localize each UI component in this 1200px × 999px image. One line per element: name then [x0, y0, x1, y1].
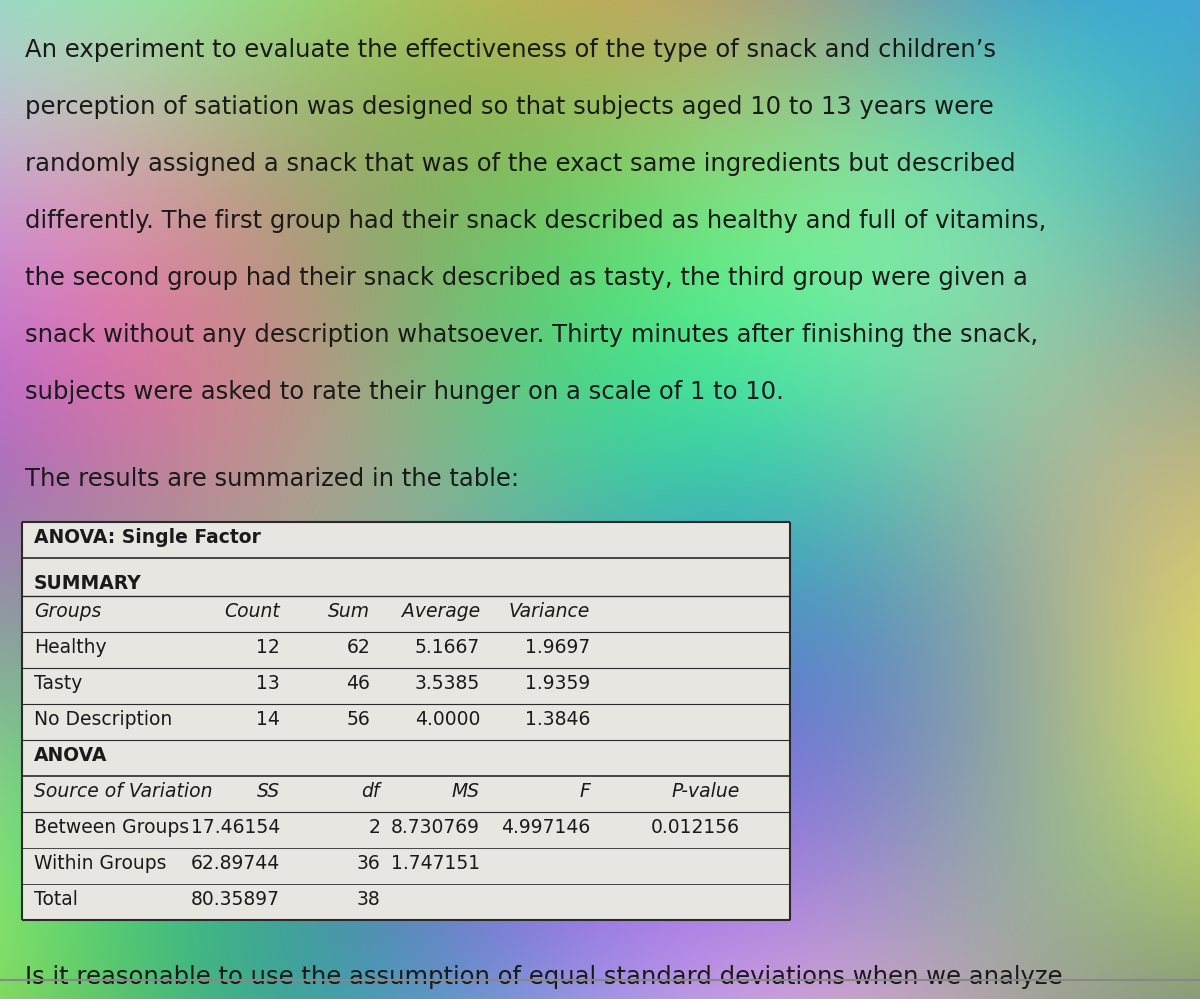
Text: 36: 36 — [356, 854, 380, 873]
Text: 8.730769: 8.730769 — [391, 818, 480, 837]
Text: 0.012156: 0.012156 — [650, 818, 740, 837]
Text: df: df — [361, 782, 380, 801]
Text: Sum: Sum — [328, 602, 370, 621]
Text: the second group had their snack described as tasty, the third group were given : the second group had their snack describ… — [25, 266, 1028, 290]
Text: 5.1667: 5.1667 — [415, 638, 480, 657]
Text: Is it reasonable to use the assumption of equal standard deviations when we anal: Is it reasonable to use the assumption o… — [25, 965, 1062, 989]
Text: Tasty: Tasty — [34, 674, 83, 693]
Text: 38: 38 — [356, 890, 380, 909]
Text: 1.9697: 1.9697 — [524, 638, 590, 657]
Text: Source of Variation: Source of Variation — [34, 782, 212, 801]
Text: 80.35897: 80.35897 — [191, 890, 280, 909]
Text: Within Groups: Within Groups — [34, 854, 167, 873]
Text: P-value: P-value — [672, 782, 740, 801]
Text: 1.747151: 1.747151 — [391, 854, 480, 873]
Text: 13: 13 — [257, 674, 280, 693]
Text: Count: Count — [224, 602, 280, 621]
Text: ANOVA: Single Factor: ANOVA: Single Factor — [34, 528, 260, 547]
Text: differently. The first group had their snack described as healthy and full of vi: differently. The first group had their s… — [25, 209, 1046, 233]
Text: 1.3846: 1.3846 — [524, 710, 590, 729]
Text: subjects were asked to rate their hunger on a scale of 1 to 10.: subjects were asked to rate their hunger… — [25, 380, 784, 404]
Text: 14: 14 — [256, 710, 280, 729]
Text: Total: Total — [34, 890, 78, 909]
Text: randomly assigned a snack that was of the exact same ingredients but described: randomly assigned a snack that was of th… — [25, 152, 1015, 176]
Text: Healthy: Healthy — [34, 638, 107, 657]
Text: 17.46154: 17.46154 — [191, 818, 280, 837]
Text: Average: Average — [402, 602, 480, 621]
Text: snack without any description whatsoever. Thirty minutes after finishing the sna: snack without any description whatsoever… — [25, 323, 1038, 347]
Text: 4.0000: 4.0000 — [415, 710, 480, 729]
Text: ANOVA: ANOVA — [34, 746, 107, 765]
Text: 2: 2 — [368, 818, 380, 837]
Text: 62.89744: 62.89744 — [191, 854, 280, 873]
Text: No Description: No Description — [34, 710, 173, 729]
Text: SUMMARY: SUMMARY — [34, 574, 142, 593]
Text: An experiment to evaluate the effectiveness of the type of snack and children’s: An experiment to evaluate the effectiven… — [25, 38, 996, 62]
Text: Groups: Groups — [34, 602, 101, 621]
Text: 56: 56 — [347, 710, 370, 729]
Text: 1.9359: 1.9359 — [524, 674, 590, 693]
Text: The results are summarized in the table:: The results are summarized in the table: — [25, 467, 520, 491]
Text: 12: 12 — [257, 638, 280, 657]
Text: MS: MS — [452, 782, 480, 801]
Text: perception of satiation was designed so that subjects aged 10 to 13 years were: perception of satiation was designed so … — [25, 95, 994, 119]
Text: Variance: Variance — [509, 602, 590, 621]
Text: SS: SS — [257, 782, 280, 801]
Text: F: F — [580, 782, 590, 801]
Text: 62: 62 — [347, 638, 370, 657]
Bar — [22, 522, 790, 920]
Text: Between Groups: Between Groups — [34, 818, 190, 837]
Text: 4.997146: 4.997146 — [500, 818, 590, 837]
Text: 46: 46 — [346, 674, 370, 693]
Text: 3.5385: 3.5385 — [415, 674, 480, 693]
